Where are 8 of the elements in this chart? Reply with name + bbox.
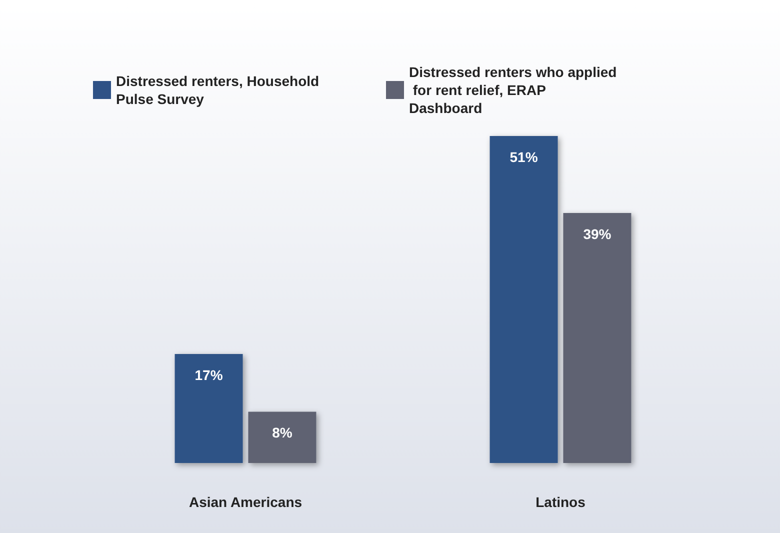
legend-label: Distressed renters, Household Pulse Survey	[116, 73, 323, 107]
legend-label: Distressed renters who applied for rent relief, ERAP Dashboard	[409, 64, 617, 116]
data-label: 17%	[194, 367, 224, 383]
x-tick-label: Asian Americans	[188, 494, 302, 510]
x-tick-label: Latinos	[536, 494, 586, 510]
data-label: 39%	[583, 226, 612, 242]
data-label: 51%	[510, 149, 538, 165]
data-label: 8%	[272, 424, 293, 441]
